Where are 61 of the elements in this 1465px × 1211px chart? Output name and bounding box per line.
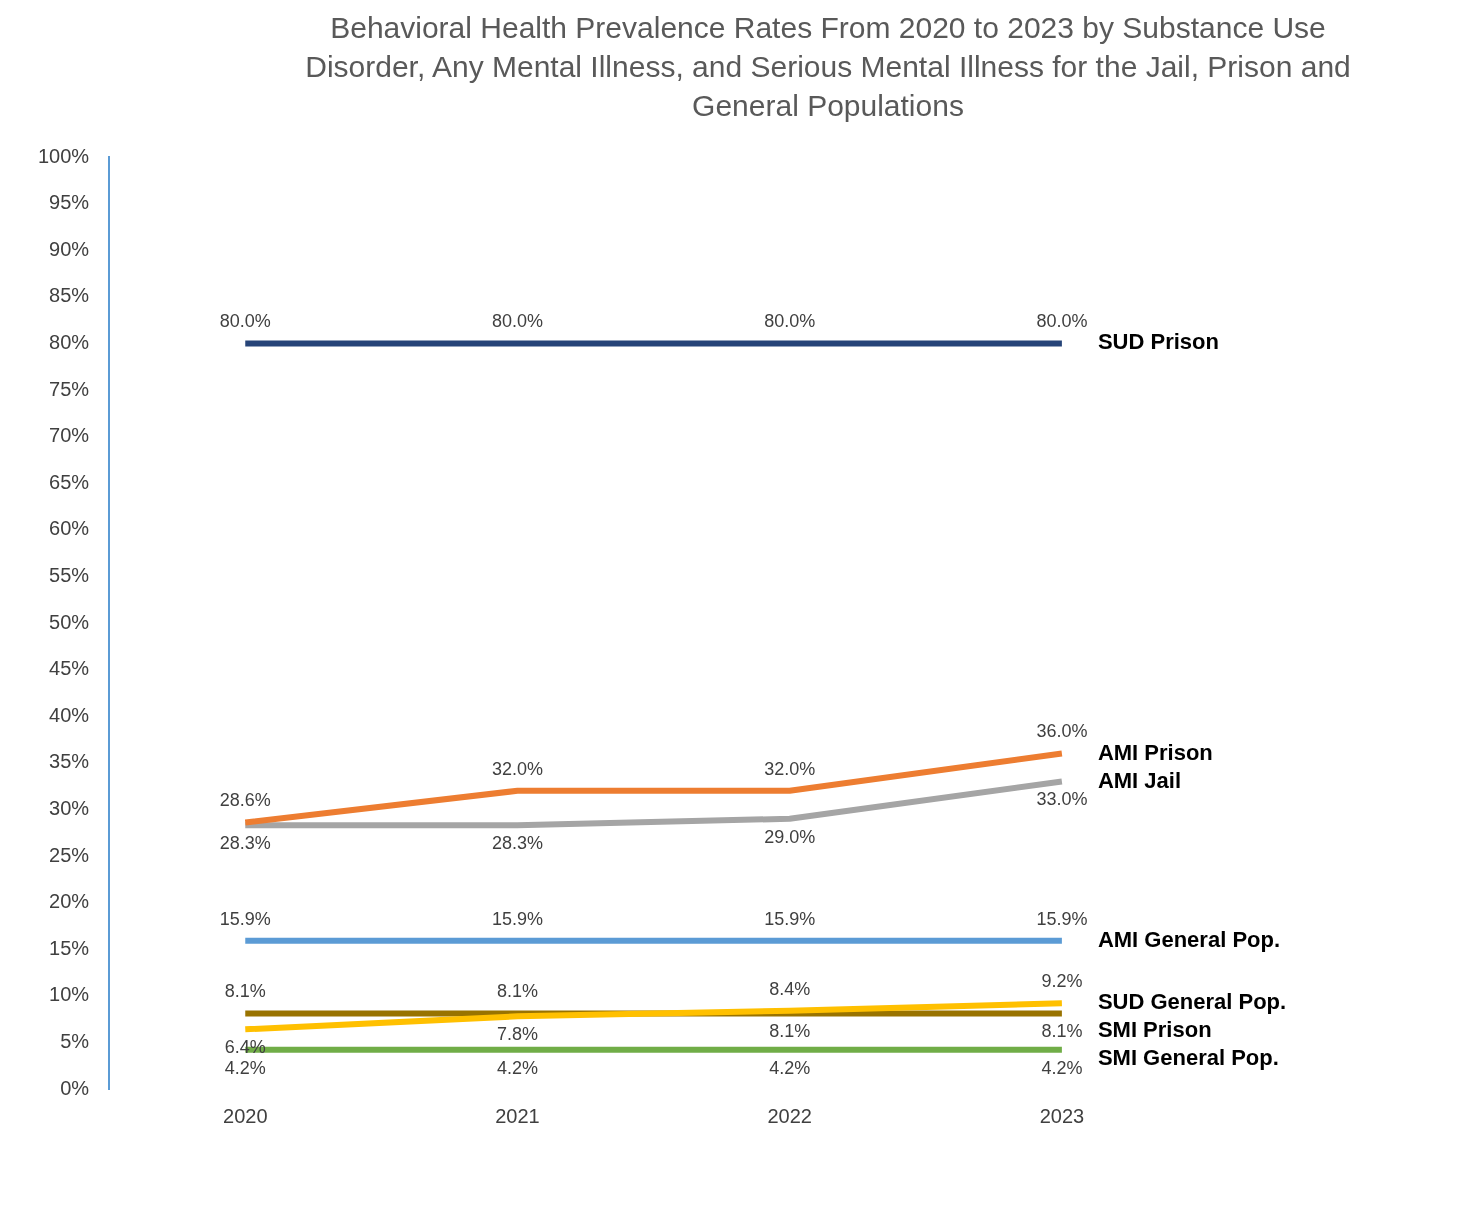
series-label: SUD General Pop. (1097, 989, 1287, 1015)
data-label: 28.3% (491, 833, 543, 854)
y-tick-label: 50% (49, 610, 90, 633)
data-label: 6.4% (224, 1037, 266, 1058)
data-label: 8.1% (224, 981, 266, 1002)
y-tick-label: 55% (49, 563, 90, 586)
y-tick-label: 5% (60, 1029, 90, 1052)
data-label: 15.9% (491, 908, 543, 929)
y-tick-label: 40% (49, 703, 90, 726)
data-label: 15.9% (1036, 908, 1088, 929)
data-label: 4.2% (224, 1057, 266, 1078)
y-tick-label: 35% (49, 750, 90, 773)
data-label: 32.0% (764, 758, 816, 779)
chart-title: Behavioral Health Prevalence Rates From 2020 to 2023 by Substance Use Disorder, Any Mental Illness, and Serious Mental Illness for the Jail, Prison and General Populations (304, 10, 1352, 124)
y-tick-label: 25% (49, 843, 90, 866)
data-label: 80.0% (219, 311, 271, 332)
series-label: SUD Prison (1097, 329, 1219, 355)
y-tick-label: 80% (49, 330, 90, 353)
y-tick-label: 100% (38, 144, 90, 167)
y-tick-label: 90% (49, 237, 90, 260)
y-tick-label: 10% (49, 983, 90, 1006)
y-tick-label: 70% (49, 424, 90, 447)
y-tick-label: 30% (49, 796, 90, 819)
y-tick-label: 75% (49, 377, 90, 400)
data-label: 4.2% (496, 1057, 538, 1078)
data-label: 8.1% (496, 981, 538, 1002)
y-tick-label: 45% (49, 657, 90, 680)
y-tick-label: 60% (49, 517, 90, 540)
data-label: 36.0% (1036, 721, 1088, 742)
series-label: AMI General Pop. (1097, 926, 1281, 952)
data-label: 15.9% (219, 908, 271, 929)
y-tick-label: 65% (49, 470, 90, 493)
data-label: 80.0% (764, 311, 816, 332)
data-label: 15.9% (764, 908, 816, 929)
data-label: 8.1% (1041, 1021, 1083, 1042)
data-label: 80.0% (1036, 311, 1088, 332)
y-tick-label: 95% (49, 191, 90, 214)
y-tick-label: 85% (49, 284, 90, 307)
data-label: 4.2% (769, 1057, 811, 1078)
x-tick-label: 2023 (1039, 1104, 1085, 1127)
series-label: AMI Prison (1097, 739, 1213, 765)
data-label: 4.2% (1041, 1057, 1083, 1078)
data-label: 9.2% (1041, 971, 1083, 992)
data-label: 29.0% (764, 826, 816, 847)
data-label: 8.1% (769, 1021, 811, 1042)
series-label: SMI General Pop. (1097, 1045, 1279, 1071)
y-tick-label: 0% (60, 1076, 90, 1099)
data-label: 28.3% (219, 833, 271, 854)
data-label: 32.0% (491, 758, 543, 779)
x-tick-label: 2021 (495, 1104, 540, 1127)
y-tick-label: 20% (49, 890, 90, 913)
x-tick-label: 2020 (223, 1104, 268, 1127)
data-label: 33.0% (1036, 789, 1088, 810)
data-label: 28.6% (219, 790, 271, 811)
series-label: AMI Jail (1097, 767, 1182, 793)
x-tick-label: 2022 (767, 1104, 812, 1127)
data-label: 7.8% (496, 1024, 538, 1045)
series-label: SMI Prison (1097, 1017, 1212, 1043)
data-label: 80.0% (491, 311, 543, 332)
data-label: 8.4% (769, 978, 811, 999)
y-tick-label: 15% (49, 936, 90, 959)
